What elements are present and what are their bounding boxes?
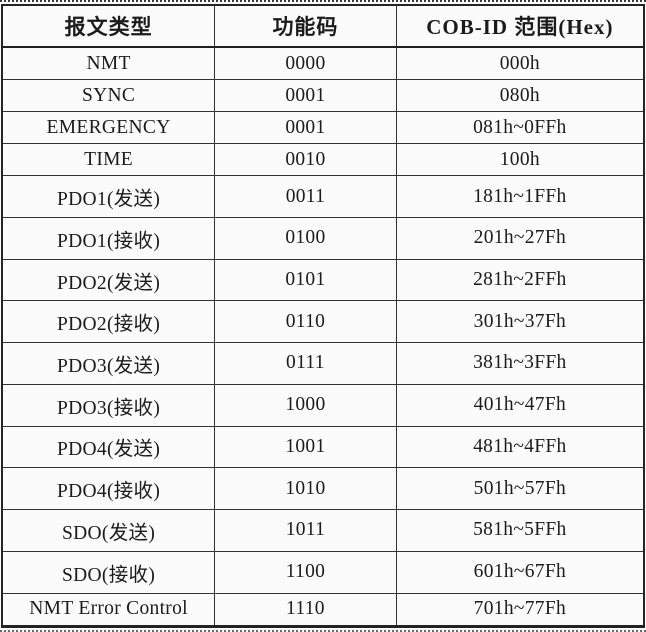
table-cell: 1010 xyxy=(214,467,397,511)
table-cell: NMT xyxy=(1,46,216,81)
table-cell: 1001 xyxy=(214,425,397,469)
table-row: NMT 0000 000h xyxy=(1,46,645,81)
table-cell: NMT Error Control xyxy=(1,592,216,628)
table-cell: PDO3(接收) xyxy=(1,383,216,427)
table-cell: 0001 xyxy=(214,79,397,113)
table-row: TIME 0010 100h xyxy=(1,143,645,177)
table-cell: 281h~2FFh xyxy=(395,258,645,302)
table-cell: SYNC xyxy=(1,79,216,113)
table-cell: 0101 xyxy=(214,258,397,302)
table-cell: 0010 xyxy=(214,143,397,177)
table-cell: 080h xyxy=(395,79,645,113)
table-cell: EMERGENCY xyxy=(1,111,216,145)
table-cell: 1100 xyxy=(214,550,397,594)
table-header: 报文类型 功能码 COB-ID 范围(Hex) xyxy=(1,4,645,48)
table-cell: 0111 xyxy=(214,342,397,385)
table-cell: TIME xyxy=(1,143,216,177)
table-cell: 581h~5FFh xyxy=(395,509,645,552)
table-cell: 381h~3FFh xyxy=(395,342,645,385)
table-row: PDO1(接收) 0100 201h~27Fh xyxy=(1,216,645,260)
table-cell: 1110 xyxy=(214,592,397,628)
table-cell: 000h xyxy=(395,46,645,81)
table-cell: 0110 xyxy=(214,300,397,344)
table-cell: 1011 xyxy=(214,509,397,552)
table-cell: 0100 xyxy=(214,216,397,260)
header-row: 报文类型 功能码 COB-ID 范围(Hex) xyxy=(1,4,645,48)
table-row: PDO3(接收) 1000 401h~47Fh xyxy=(1,383,645,427)
table-cell: 201h~27Fh xyxy=(395,216,645,260)
table-row: EMERGENCY 0001 081h~0FFh xyxy=(1,111,645,145)
table-row: PDO1(发送) 0011 181h~1FFh xyxy=(1,175,645,218)
header-message-type: 报文类型 xyxy=(1,4,216,48)
table-row: SYNC 0001 080h xyxy=(1,79,645,113)
table-cell: 0001 xyxy=(214,111,397,145)
table-row: PDO4(发送) 1001 481h~4FFh xyxy=(1,425,645,469)
table-row: PDO3(发送) 0111 381h~3FFh xyxy=(1,342,645,385)
table-row: PDO4(接收) 1010 501h~57Fh xyxy=(1,467,645,511)
table-cell: PDO2(接收) xyxy=(1,300,216,344)
table-cell: 401h~47Fh xyxy=(395,383,645,427)
table-cell: 081h~0FFh xyxy=(395,111,645,145)
table-cell: PDO1(接收) xyxy=(1,216,216,260)
table-body: NMT 0000 000h SYNC 0001 080h EMERGENCY 0001 081h… xyxy=(1,46,645,628)
table-cell: 100h xyxy=(395,143,645,177)
table-row: SDO(发送) 1011 581h~5FFh xyxy=(1,509,645,552)
table-cell: 601h~67Fh xyxy=(395,550,645,594)
table-cell: PDO2(发送) xyxy=(1,258,216,302)
header-function-code: 功能码 xyxy=(214,4,397,48)
table-row: SDO(接收) 1100 601h~67Fh xyxy=(1,550,645,594)
table-row: PDO2(发送) 0101 281h~2FFh xyxy=(1,258,645,302)
table-cell: 301h~37Fh xyxy=(395,300,645,344)
table-cell: PDO3(发送) xyxy=(1,342,216,385)
table-row: NMT Error Control 1110 701h~77Fh xyxy=(1,592,645,628)
table-cell: 481h~4FFh xyxy=(395,425,645,469)
table-cell: SDO(发送) xyxy=(1,509,216,552)
cob-id-allocation-table: 报文类型 功能码 COB-ID 范围(Hex) NMT 0000 000h SYNC 0… xyxy=(1,4,645,628)
table-cell: 1000 xyxy=(214,383,397,427)
table-cell: PDO4(发送) xyxy=(1,425,216,469)
header-cobid-range: COB-ID 范围(Hex) xyxy=(395,4,645,48)
table-cell: SDO(接收) xyxy=(1,550,216,594)
table-cell: PDO4(接收) xyxy=(1,467,216,511)
table-cell: 0000 xyxy=(214,46,397,81)
table-row: PDO2(接收) 0110 301h~37Fh xyxy=(1,300,645,344)
table-cell: 181h~1FFh xyxy=(395,175,645,218)
table-cell: 0011 xyxy=(214,175,397,218)
table-cell: 701h~77Fh xyxy=(395,592,645,628)
table-cell: 501h~57Fh xyxy=(395,467,645,511)
table-cell: PDO1(发送) xyxy=(1,175,216,218)
